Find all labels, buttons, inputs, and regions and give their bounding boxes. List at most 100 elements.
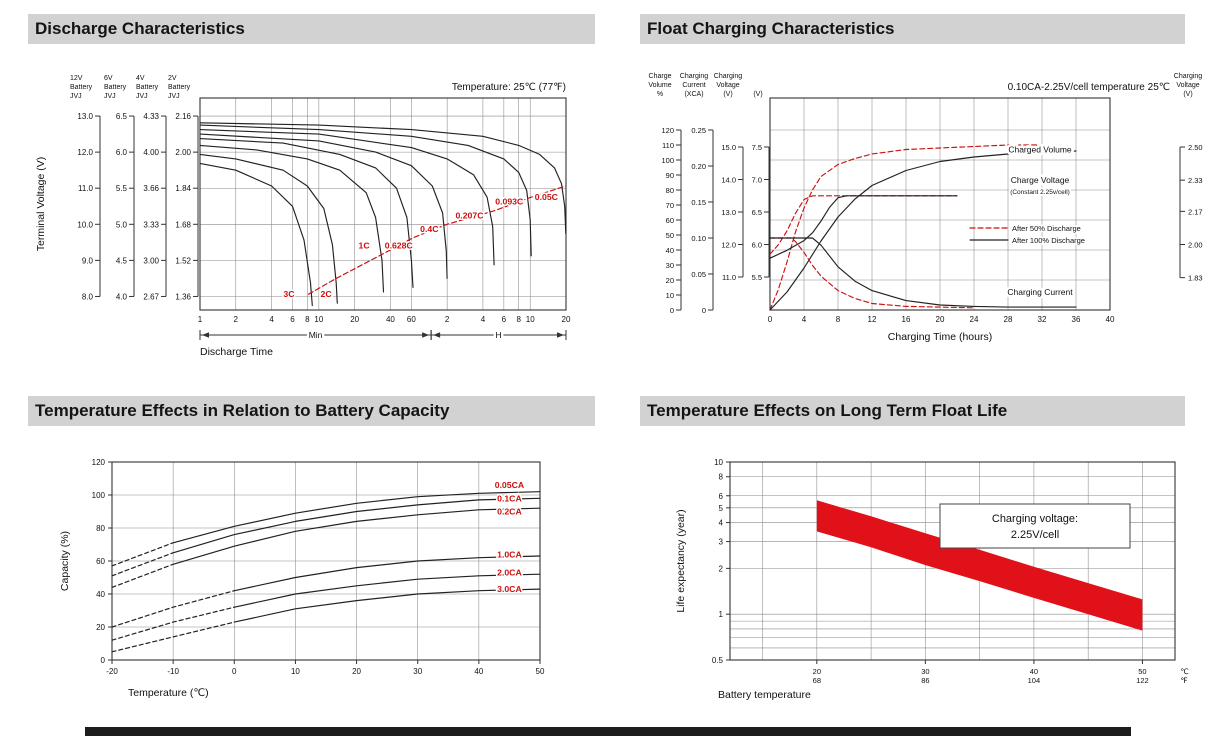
svg-text:0.10CA-2.25V/cell temperature: 0.10CA-2.25V/cell temperature 25℃ — [1008, 82, 1170, 93]
svg-text:6.0: 6.0 — [116, 148, 128, 157]
svg-text:4: 4 — [719, 519, 724, 528]
svg-text:2.0CA: 2.0CA — [497, 568, 522, 578]
svg-text:20: 20 — [352, 667, 361, 676]
svg-text:Capacity (%): Capacity (%) — [59, 531, 71, 591]
svg-text:3.0CA: 3.0CA — [497, 584, 522, 594]
svg-text:4.33: 4.33 — [143, 112, 159, 121]
svg-text:%: % — [657, 91, 663, 98]
svg-text:0.4C: 0.4C — [420, 224, 439, 234]
end-of-discharge-line — [308, 185, 567, 295]
temp-capacity-title-bar: Temperature Effects in Relation to Batte… — [28, 396, 595, 426]
svg-text:Life expectancy (year): Life expectancy (year) — [675, 509, 687, 612]
svg-text:0.093C: 0.093C — [495, 197, 524, 207]
svg-text:Battery: Battery — [104, 84, 127, 91]
svg-text:120: 120 — [661, 126, 674, 135]
svg-text:Charging: Charging — [680, 73, 709, 80]
svg-text:1.36: 1.36 — [175, 292, 191, 301]
svg-text:4: 4 — [481, 315, 486, 324]
svg-text:40: 40 — [96, 590, 105, 599]
charging_current_50 — [769, 237, 975, 309]
svg-text:40: 40 — [1030, 667, 1038, 676]
svg-text:80: 80 — [96, 524, 105, 533]
svg-text:Voltage: Voltage — [716, 82, 739, 89]
discharge-title-bar: Discharge Characteristics — [28, 14, 595, 44]
svg-text:(V): (V) — [1183, 91, 1192, 98]
svg-text:0.15: 0.15 — [691, 198, 706, 207]
svg-text:0.10: 0.10 — [691, 234, 706, 243]
svg-text:2V: 2V — [168, 75, 177, 82]
svg-text:14.0: 14.0 — [721, 176, 736, 185]
svg-text:-10: -10 — [167, 667, 179, 676]
svg-text:Battery: Battery — [168, 84, 191, 91]
svg-text:0.20: 0.20 — [691, 162, 706, 171]
svg-text:70: 70 — [666, 201, 674, 210]
float-charging-title: Float Charging Characteristics — [647, 19, 895, 38]
svg-text:1.68: 1.68 — [175, 220, 191, 229]
svg-text:(V): (V) — [753, 91, 762, 98]
panel-temp-capacity: Temperature Effects in Relation to Batte… — [28, 396, 595, 726]
svg-text:6V: 6V — [104, 75, 113, 82]
capacity-curve-dashed-1.0CA — [111, 590, 235, 628]
svg-text:10: 10 — [666, 291, 674, 300]
svg-text:13.0: 13.0 — [721, 208, 736, 217]
svg-text:8: 8 — [305, 315, 310, 324]
svg-text:120: 120 — [92, 458, 106, 467]
svg-text:1C: 1C — [359, 241, 371, 251]
svg-text:After 50% Discharge: After 50% Discharge — [1012, 224, 1081, 233]
svg-text:JVJ: JVJ — [70, 93, 82, 100]
svg-text:3C: 3C — [283, 289, 295, 299]
svg-text:1: 1 — [198, 315, 203, 324]
temp-capacity-chart: 0 20 40 60 80 100 120 -20 -10 0 10 20 30 40 50 Capacity… — [59, 458, 545, 699]
svg-text:0.05C: 0.05C — [535, 192, 559, 202]
float-life-band — [816, 500, 1143, 631]
capacity-curve-dashed-0.2CA — [111, 563, 174, 588]
svg-text:(V): (V) — [723, 91, 732, 98]
svg-text:12.0: 12.0 — [77, 148, 93, 157]
svg-text:6.0: 6.0 — [752, 241, 762, 250]
charge_voltage_100 — [769, 195, 958, 259]
svg-text:20: 20 — [96, 623, 105, 632]
svg-text:Temperature (℃): Temperature (℃) — [128, 687, 209, 699]
svg-text:Battery temperature: Battery temperature — [718, 689, 811, 701]
svg-text:86: 86 — [921, 676, 929, 685]
float-life-title-bar: Temperature Effects on Long Term Float L… — [640, 396, 1185, 426]
svg-text:104: 104 — [1028, 676, 1041, 685]
svg-text:Charge Voltage: Charge Voltage — [1011, 175, 1070, 185]
svg-text:2: 2 — [234, 315, 239, 324]
svg-text:100: 100 — [661, 156, 674, 165]
svg-text:13.0: 13.0 — [77, 112, 93, 121]
svg-text:10.0: 10.0 — [77, 220, 93, 229]
svg-text:0.628C: 0.628C — [385, 241, 414, 251]
svg-text:3: 3 — [719, 538, 724, 547]
svg-text:11.0: 11.0 — [78, 184, 94, 193]
svg-text:Charged Volume: Charged Volume — [1008, 145, 1072, 155]
svg-text:8: 8 — [516, 315, 521, 324]
svg-text:24: 24 — [970, 315, 979, 324]
svg-text:(Constant 2.25v/cell): (Constant 2.25v/cell) — [1010, 189, 1070, 196]
svg-text:1.0CA: 1.0CA — [497, 549, 522, 559]
svg-text:20: 20 — [350, 315, 359, 324]
svg-text:0: 0 — [702, 306, 706, 315]
svg-text:℃: ℃ — [1180, 667, 1188, 676]
svg-text:6.5: 6.5 — [116, 112, 128, 121]
svg-text:2.50: 2.50 — [1188, 143, 1203, 152]
discharge-title: Discharge Characteristics — [35, 19, 245, 38]
svg-text:2C: 2C — [321, 289, 333, 299]
svg-text:2.33: 2.33 — [1188, 176, 1203, 185]
svg-text:6: 6 — [502, 315, 507, 324]
float-charging-title-bar: Float Charging Characteristics — [640, 14, 1185, 44]
svg-text:110: 110 — [662, 141, 674, 150]
temp-capacity-title: Temperature Effects in Relation to Batte… — [35, 401, 450, 420]
svg-text:8: 8 — [836, 315, 841, 324]
svg-text:8: 8 — [719, 473, 724, 482]
svg-text:60: 60 — [407, 315, 416, 324]
discharge-chart: 12VBatteryJVJ13.012.011.010.09.08.06VBat… — [35, 75, 571, 358]
svg-text:30: 30 — [666, 261, 674, 270]
svg-text:Volume: Volume — [648, 82, 671, 89]
discharge-curve-3C — [199, 162, 313, 307]
svg-text:4.0: 4.0 — [116, 292, 128, 301]
capacity-curve-0.2CA — [172, 507, 541, 565]
svg-text:40: 40 — [666, 246, 674, 255]
svg-text:5.0: 5.0 — [116, 220, 128, 229]
